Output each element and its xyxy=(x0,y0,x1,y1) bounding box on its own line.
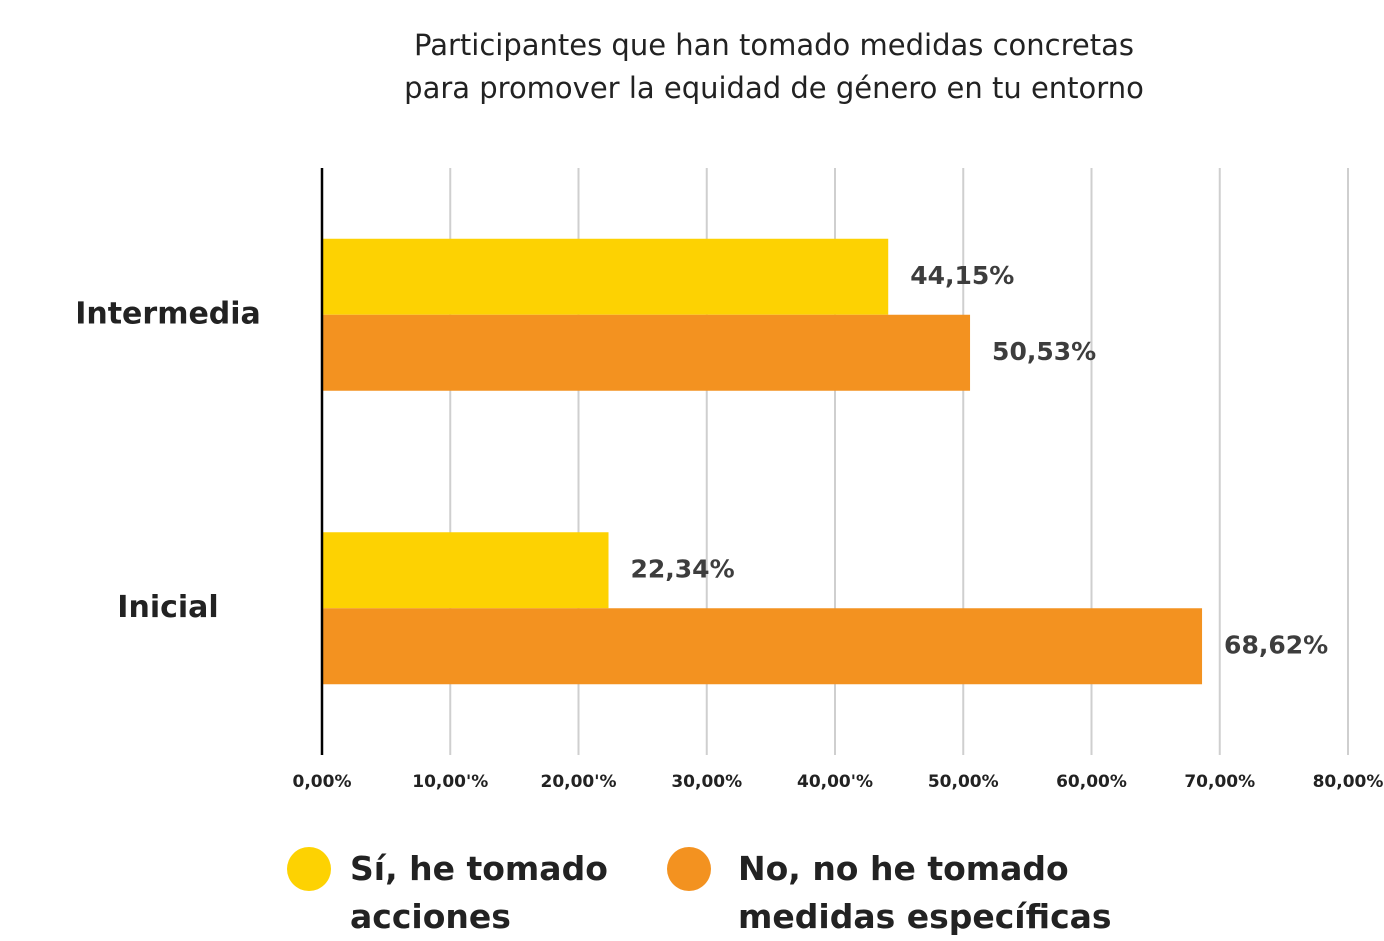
x-tick-label: 50,00% xyxy=(928,772,999,792)
bar xyxy=(322,608,1203,685)
x-tick-label: 20,00'% xyxy=(540,772,616,792)
x-tick-label: 30,00% xyxy=(671,772,742,792)
chart-title: Participantes que han tomado medidas con… xyxy=(414,28,1134,62)
chart-title: para promover la equidad de género en tu… xyxy=(404,71,1144,105)
x-tick-label: 70,00% xyxy=(1184,772,1255,792)
value-label: 22,34% xyxy=(631,554,735,583)
x-tick-label: 60,00% xyxy=(1056,772,1127,792)
bar xyxy=(322,532,609,609)
x-tick-label: 0,00% xyxy=(293,772,352,792)
value-label: 50,53% xyxy=(992,337,1096,366)
legend-swatch xyxy=(287,847,331,891)
category-label: Intermedia xyxy=(75,296,261,331)
x-tick-label: 10,00'% xyxy=(412,772,488,792)
legend-label: Sí, he tomado acciones xyxy=(350,849,608,936)
legend-swatch xyxy=(667,847,711,891)
x-tick-label: 40,00'% xyxy=(797,772,873,792)
x-tick-label: 80,00% xyxy=(1313,772,1384,792)
legend-label: No, no he tomado medidas específicas xyxy=(738,849,1112,936)
value-label: 44,15% xyxy=(910,261,1014,290)
category-label: Inicial xyxy=(117,590,218,625)
bar xyxy=(322,314,971,391)
value-label: 68,62% xyxy=(1224,630,1328,659)
bar xyxy=(322,238,889,315)
